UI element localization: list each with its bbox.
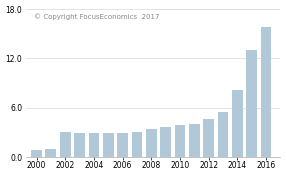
Bar bbox=[189, 124, 200, 157]
Bar bbox=[261, 27, 271, 157]
Bar bbox=[45, 149, 56, 157]
Bar bbox=[232, 90, 243, 157]
Bar bbox=[146, 129, 157, 157]
Bar bbox=[89, 133, 99, 157]
Bar bbox=[246, 50, 257, 157]
Bar bbox=[175, 125, 185, 157]
Bar bbox=[60, 132, 71, 157]
Bar bbox=[132, 132, 142, 157]
Bar bbox=[103, 133, 114, 157]
Bar bbox=[31, 150, 42, 157]
Text: © Copyright FocusEconomics  2017: © Copyright FocusEconomics 2017 bbox=[34, 14, 160, 20]
Bar bbox=[117, 133, 128, 157]
Bar bbox=[74, 133, 85, 157]
Bar bbox=[203, 119, 214, 157]
Bar bbox=[218, 112, 229, 157]
Bar bbox=[160, 127, 171, 157]
